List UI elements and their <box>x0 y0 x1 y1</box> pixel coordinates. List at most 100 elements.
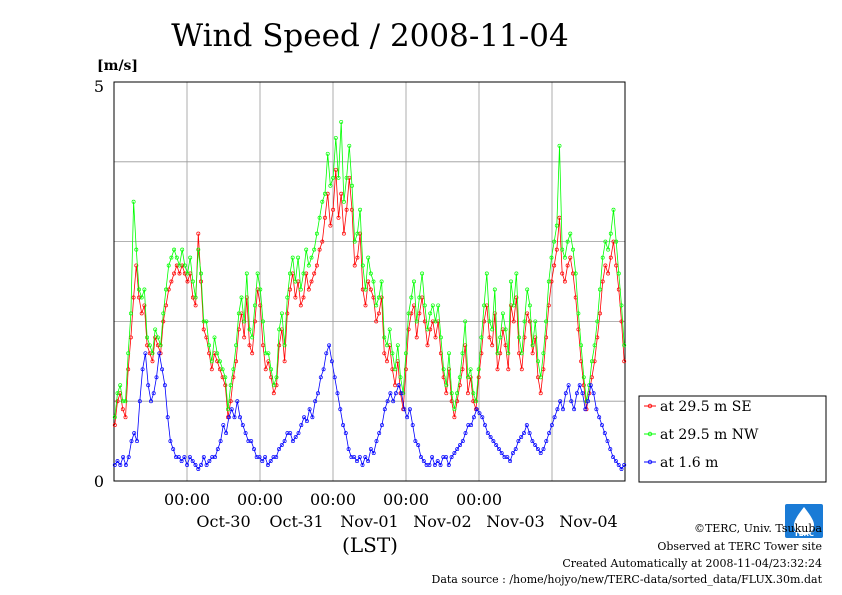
data-point <box>390 367 395 372</box>
data-point <box>368 447 373 452</box>
data-point <box>193 303 198 308</box>
legend-items: at 29.5 m SE at 29.5 m NW at 1.6 m <box>644 399 759 471</box>
data-point <box>325 151 330 156</box>
data-point <box>134 263 139 268</box>
data-point <box>527 319 532 324</box>
data-point <box>201 327 206 332</box>
data-point <box>376 295 381 300</box>
data-point <box>131 295 136 300</box>
data-point <box>452 407 457 412</box>
data-point <box>266 351 271 356</box>
data-point <box>126 351 131 356</box>
data-point <box>603 239 608 244</box>
data-point <box>274 455 279 460</box>
data-point <box>541 447 546 452</box>
x-tick-date: Nov-02 <box>413 512 471 531</box>
data-point <box>603 263 608 268</box>
data-point <box>385 399 390 404</box>
data-point <box>506 351 511 356</box>
x-tick-time: 00:00 <box>237 490 283 509</box>
data-point <box>324 351 329 356</box>
data-point <box>238 415 242 420</box>
data-point <box>509 279 513 284</box>
data-point <box>366 459 371 464</box>
data-point <box>254 455 259 460</box>
data-point <box>279 443 284 448</box>
data-point <box>131 199 136 204</box>
data-point <box>263 351 268 356</box>
data-point <box>444 391 449 396</box>
data-point <box>522 431 526 436</box>
data-point <box>293 435 298 440</box>
data-point <box>180 263 185 268</box>
data-point <box>314 263 319 268</box>
data-point <box>538 375 543 380</box>
data-point <box>502 455 507 460</box>
data-point <box>149 399 153 404</box>
series-1 <box>112 167 627 428</box>
data-point <box>215 351 220 356</box>
data-point <box>190 295 195 300</box>
data-point <box>126 367 131 372</box>
data-point <box>296 255 301 260</box>
data-point <box>490 327 495 332</box>
data-point <box>536 359 540 364</box>
data-point <box>344 207 349 212</box>
data-point <box>151 391 156 396</box>
data-point <box>592 359 597 364</box>
data-point <box>516 439 521 444</box>
data-point <box>425 327 430 332</box>
data-point <box>282 343 287 348</box>
data-point <box>579 343 584 348</box>
data-point <box>480 415 485 420</box>
data-point <box>409 311 414 316</box>
data-point <box>410 423 415 428</box>
data-point <box>176 455 181 460</box>
data-point <box>350 183 354 188</box>
data-point <box>597 415 602 420</box>
data-point <box>209 359 214 364</box>
legend-marker <box>647 403 653 409</box>
data-point <box>413 439 418 444</box>
data-point <box>261 343 265 348</box>
data-point <box>432 463 437 467</box>
data-point <box>304 419 309 424</box>
data-point <box>265 463 270 467</box>
data-point <box>169 279 174 284</box>
data-point <box>147 351 152 356</box>
data-point <box>557 143 562 148</box>
data-point <box>234 343 239 348</box>
data-point <box>298 303 303 308</box>
data-point <box>552 263 557 268</box>
credit-site: Observed at TERC Tower site <box>657 540 822 553</box>
data-point <box>224 431 229 436</box>
data-point <box>343 431 348 436</box>
data-point <box>320 199 325 204</box>
data-point <box>260 459 265 464</box>
data-point <box>350 207 354 212</box>
data-point <box>368 271 373 276</box>
data-point <box>393 391 398 396</box>
data-point <box>336 175 341 180</box>
data-point <box>190 279 195 284</box>
data-point <box>446 463 451 467</box>
x-tick-date: Nov-03 <box>486 512 544 531</box>
data-point <box>277 343 282 348</box>
data-point <box>296 279 301 284</box>
data-point <box>313 399 318 404</box>
data-point <box>513 447 518 452</box>
data-point <box>118 383 123 388</box>
data-point <box>212 335 217 340</box>
data-point <box>611 239 616 244</box>
series-group <box>112 119 627 471</box>
data-point <box>581 383 586 388</box>
data-point <box>258 287 263 292</box>
data-point <box>561 407 565 412</box>
data-point <box>466 423 471 428</box>
data-point <box>379 295 384 300</box>
data-point <box>420 295 425 300</box>
data-point <box>463 431 468 436</box>
chart-title: Wind Speed / 2008-11-04 <box>171 18 568 54</box>
data-point <box>177 271 182 276</box>
data-point <box>263 455 268 460</box>
